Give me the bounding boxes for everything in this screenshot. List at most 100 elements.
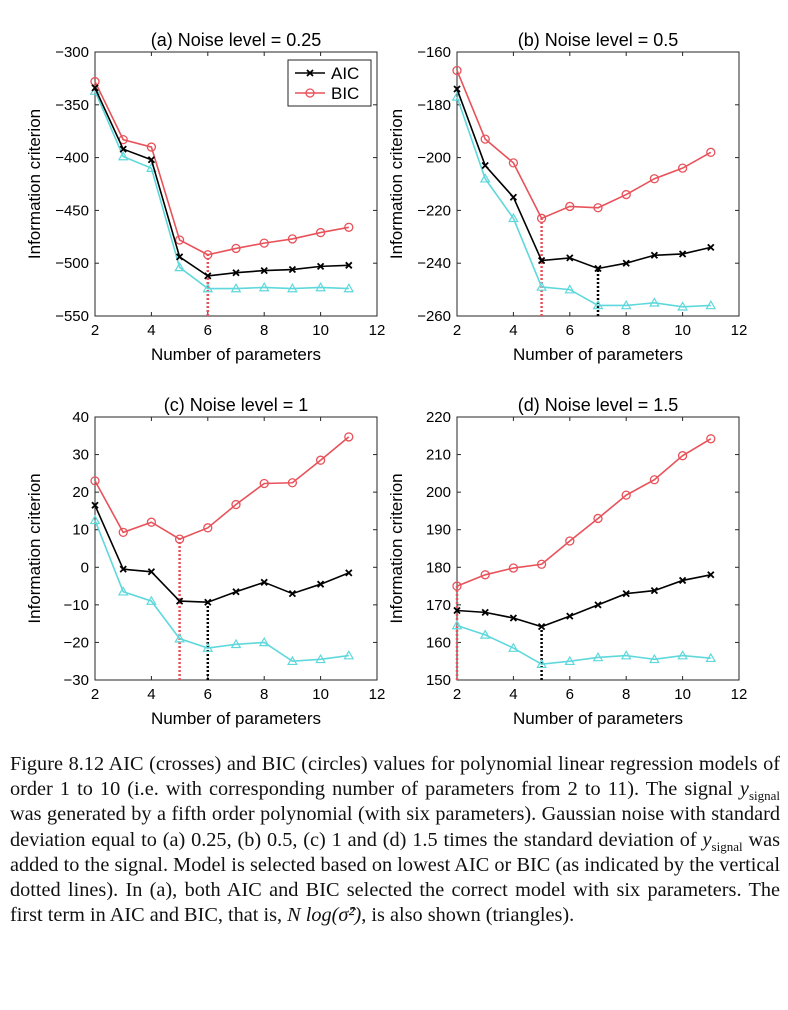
data-point: [565, 201, 575, 212]
data-point: [117, 586, 129, 596]
x-axis-label: Number of parameters: [151, 345, 321, 364]
data-point: [230, 283, 242, 293]
data-point: [677, 163, 688, 173]
data-point: [260, 578, 268, 586]
data-point: [453, 85, 461, 93]
data-point: [315, 227, 326, 238]
plot-area: [456, 416, 740, 681]
data-point: [592, 651, 604, 662]
data-point: [119, 565, 127, 573]
data-point: [677, 451, 688, 461]
y-tick-label: −450: [55, 202, 89, 219]
data-point: [204, 272, 212, 280]
y-tick-label: 170: [426, 597, 451, 614]
data-point: [566, 254, 574, 262]
x-tick-label: 2: [91, 322, 99, 339]
data-point: [287, 478, 298, 488]
data-point: [175, 253, 184, 261]
data-point: [202, 283, 214, 293]
data-point: [481, 608, 489, 617]
data-point: [175, 597, 184, 605]
y-tick-label: 160: [426, 634, 451, 651]
data-point: [91, 501, 99, 509]
data-point: [509, 614, 518, 622]
y-tick-label: 40: [72, 409, 89, 426]
series-line: [94, 81, 349, 256]
data-point: [537, 256, 546, 265]
data-point: [649, 297, 660, 307]
y-tick-label: −300: [55, 44, 89, 61]
data-point: [649, 653, 660, 664]
x-tick-label: 10: [674, 322, 691, 339]
x-axis-label: Number of parameters: [513, 345, 683, 364]
legend-label: AIC: [331, 64, 359, 83]
plot-area: [456, 51, 740, 317]
data-point: [593, 513, 603, 524]
y-tick-label: −20: [64, 634, 89, 651]
x-tick-label: 10: [312, 686, 329, 703]
x-tick-label: 4: [509, 322, 517, 339]
data-point: [204, 598, 212, 606]
caption-after: was added to the signal. Model is select…: [10, 828, 780, 927]
data-point: [508, 642, 519, 652]
data-point: [345, 569, 353, 577]
y-axis-label: Information criterion: [25, 109, 44, 259]
data-point: [174, 534, 185, 544]
y-tick-label: −10: [64, 597, 89, 614]
data-point: [677, 650, 688, 660]
series-line: [456, 438, 712, 587]
data-point: [258, 636, 270, 647]
series-line: [94, 504, 350, 604]
data-point: [622, 589, 630, 598]
series-line: [456, 574, 711, 628]
data-point: [678, 250, 687, 258]
series-line: [94, 87, 349, 277]
data-point: [118, 527, 128, 537]
chart-title: (d) Noise level = 1.5: [518, 395, 679, 415]
caption-mid: was generated by a fifth order polynomia…: [10, 803, 780, 851]
series-line: [456, 88, 711, 270]
y-tick-label: 0: [81, 559, 89, 576]
x-tick-label: 8: [260, 686, 268, 703]
y-tick-label: −500: [55, 255, 89, 272]
y-tick-label: −260: [417, 308, 451, 325]
x-tick-label: 12: [369, 686, 386, 703]
data-point: [622, 259, 630, 267]
data-point: [91, 84, 99, 92]
data-point: [174, 633, 185, 643]
data-point: [344, 222, 354, 232]
x-tick-label: 10: [312, 322, 329, 339]
data-point: [649, 174, 660, 184]
y-tick-label: 150: [426, 672, 451, 689]
data-point: [508, 212, 519, 223]
x-tick-label: 12: [731, 686, 748, 703]
data-point: [231, 243, 241, 254]
x-axis-label: Number of parameters: [513, 709, 683, 728]
data-point: [89, 514, 101, 525]
caption-lead: Figure 8.12 AIC (crosses) and BIC (circl…: [10, 753, 780, 801]
data-point: [232, 588, 240, 596]
data-point: [453, 606, 461, 615]
data-point: [508, 563, 519, 573]
data-point: [174, 235, 185, 245]
chart-panel: 2 4 6 8 10 12 −260 −240 −220 −200 −180 −160 (b) Nois…: [387, 30, 747, 364]
data-point: [147, 568, 156, 576]
data-point: [451, 620, 463, 630]
legend-marker: [305, 88, 315, 98]
data-point: [343, 650, 355, 660]
data-point: [706, 147, 716, 157]
x-tick-label: 8: [622, 322, 630, 339]
data-point: [480, 134, 490, 144]
x-tick-label: 4: [147, 686, 155, 703]
x-tick-label: 4: [147, 322, 155, 339]
y-axis-label: Information criterion: [387, 109, 406, 259]
series-line: [456, 96, 711, 308]
caption-tail: , is also shown (triangles).: [361, 904, 575, 927]
data-point: [174, 261, 185, 272]
x-tick-label: 12: [369, 322, 386, 339]
data-point: [146, 517, 157, 527]
x-tick-label: 6: [566, 686, 574, 703]
series-line: [456, 70, 712, 220]
y-tick-label: −180: [417, 97, 451, 114]
data-point: [508, 158, 519, 168]
